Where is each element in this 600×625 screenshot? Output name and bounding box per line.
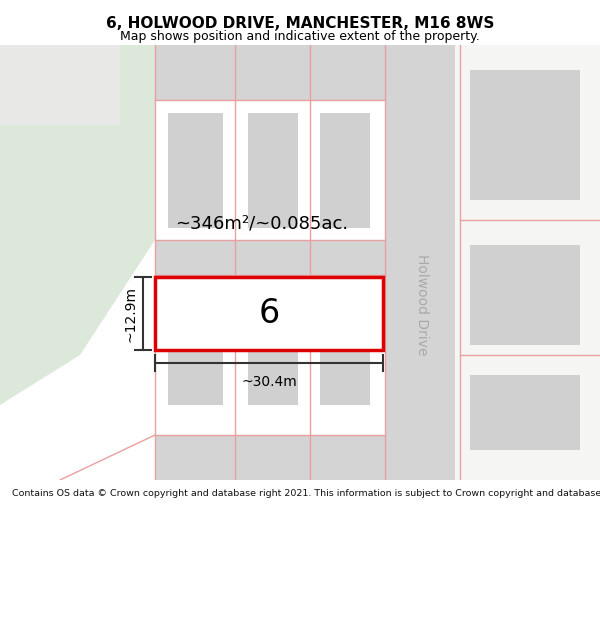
Bar <box>155 435 385 480</box>
Bar <box>165 287 295 342</box>
Bar <box>248 113 298 228</box>
Text: Contains OS data © Crown copyright and database right 2021. This information is : Contains OS data © Crown copyright and d… <box>12 489 600 498</box>
Bar <box>168 290 223 405</box>
Bar <box>155 277 383 350</box>
Bar <box>248 290 298 405</box>
Bar <box>470 70 580 200</box>
Bar <box>385 45 460 480</box>
Text: ~12.9m: ~12.9m <box>123 286 137 341</box>
Text: Holwood Drive: Holwood Drive <box>415 254 429 356</box>
Text: Map shows position and indicative extent of the property.: Map shows position and indicative extent… <box>120 30 480 43</box>
Text: 6: 6 <box>259 297 280 330</box>
Bar <box>320 113 370 228</box>
Polygon shape <box>0 45 155 405</box>
Text: 6, HOLWOOD DRIVE, MANCHESTER, M16 8WS: 6, HOLWOOD DRIVE, MANCHESTER, M16 8WS <box>106 16 494 31</box>
Bar <box>470 375 580 450</box>
Bar <box>470 245 580 345</box>
Bar <box>155 45 385 100</box>
Bar <box>168 113 223 228</box>
Text: ~30.4m: ~30.4m <box>241 375 297 389</box>
Bar <box>155 240 385 278</box>
Bar <box>320 290 370 405</box>
Text: ~346m²/~0.085ac.: ~346m²/~0.085ac. <box>175 215 348 233</box>
Bar <box>455 45 600 480</box>
Bar <box>0 45 120 125</box>
